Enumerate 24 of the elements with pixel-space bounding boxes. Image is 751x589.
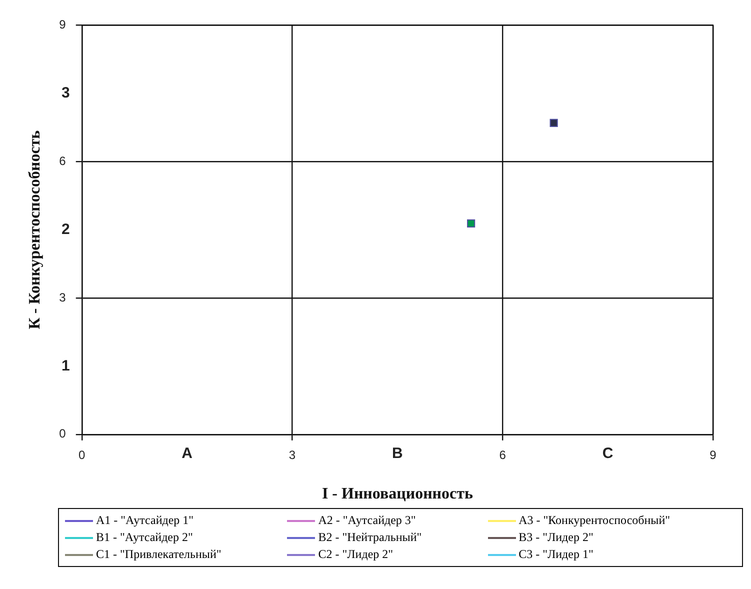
x-axis-title: I - Инновационность	[322, 486, 474, 503]
text: 2	[62, 220, 70, 238]
legend-label: C3 - "Лидер 1"	[518, 547, 594, 562]
y-tick-label: 9	[59, 18, 66, 32]
legend-label: C2 - "Лидер 2"	[318, 547, 394, 562]
x-tick-label: 3	[288, 448, 296, 462]
y-tick-label: 0	[59, 426, 66, 441]
legend-label: A1 - "Аутсайдер 1"	[96, 513, 194, 528]
text: B	[392, 445, 404, 462]
legend-label: B3 - "Лидер 2"	[518, 530, 594, 545]
legend-label: A3 - "Конкурентоспособный"	[518, 513, 670, 528]
x-tick-label: 0	[78, 448, 86, 462]
text: C	[602, 445, 614, 462]
x-tick-label: 6	[499, 448, 506, 462]
y-axis-title: К - Конкурентоспособность	[26, 130, 44, 330]
text: A	[182, 445, 193, 462]
text: 1	[62, 357, 70, 374]
x-tick-label: 9	[710, 448, 717, 462]
legend-label: A2 - "Аутсайдер 3"	[318, 513, 416, 528]
legend-label: B2 - "Нейтральный"	[318, 530, 422, 545]
y-tick-label: 3	[59, 290, 66, 304]
legend-label: B1 - "Аутсайдер 2"	[96, 530, 193, 545]
y-tick-label: 6	[59, 154, 66, 168]
legend-label: C1 - "Привлекательный"	[96, 547, 222, 562]
